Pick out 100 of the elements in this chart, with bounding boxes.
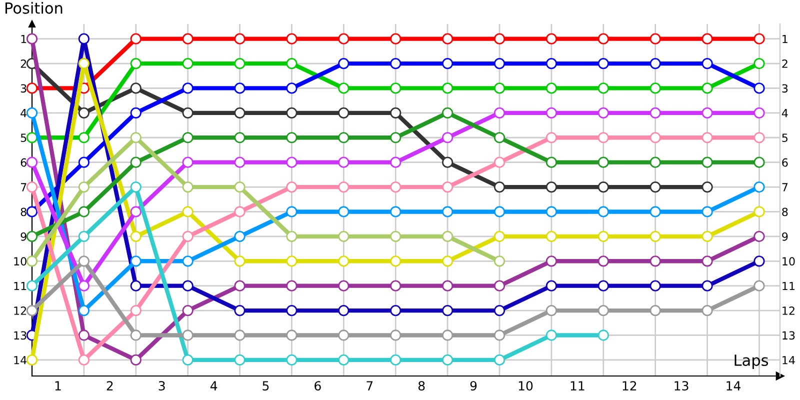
y2-tick-label: 1 [782,34,788,44]
point [650,181,661,193]
point [390,33,402,44]
point [546,256,557,267]
y-tick-label: 11 [14,282,26,290]
point [650,206,661,218]
point [494,82,506,94]
y-tick-label: 4 [20,109,27,118]
point [390,330,402,341]
x-tick-label: 1 [55,381,61,390]
point [494,330,506,341]
point [598,330,609,341]
y2-tick-label: 5 [782,134,788,142]
point [338,181,350,193]
x-tick-label: 9 [470,381,477,391]
point [26,230,38,242]
point [702,230,713,242]
point [182,280,194,292]
point [390,354,402,366]
point [390,82,402,94]
point [702,181,713,193]
point [390,181,402,193]
point [26,33,38,44]
point [546,304,557,316]
y2-tick-label: 9 [782,232,788,241]
point [286,330,298,341]
y-tick-label: 10 [14,257,26,266]
point [546,33,557,44]
point [598,58,609,70]
y2-tick-label: 8 [782,208,788,216]
point [78,280,90,292]
y-axis-title: Position [6,2,62,14]
point [26,181,38,193]
x-tick-label: 8 [418,381,425,391]
point [754,33,765,44]
point [754,256,765,267]
point [26,132,38,144]
point [494,354,506,366]
point [338,58,350,70]
point [442,58,454,70]
point [234,132,246,144]
point [78,206,90,218]
point [494,33,506,44]
point [130,256,142,267]
point [650,304,661,316]
point [234,181,246,193]
point [182,132,194,144]
point [286,33,298,44]
point [182,206,194,218]
y2-tick-label: 10 [782,257,795,266]
point [130,330,142,341]
point [78,304,90,316]
point [390,280,402,292]
point [494,132,506,144]
point [78,132,90,144]
point [286,156,298,168]
point [130,304,142,316]
point [130,107,142,118]
y-tick-label: 1 [21,34,26,44]
point [286,132,298,144]
point [130,206,142,218]
point [182,354,194,366]
point [442,304,454,316]
point [546,132,557,144]
point [78,33,90,44]
point [650,230,661,242]
point [494,107,506,118]
point [598,230,609,242]
point [338,256,350,267]
y2-tick-label: 11 [782,282,794,290]
point [390,304,402,316]
point [494,206,506,218]
y-tick-label: 14 [14,356,27,364]
point [702,304,713,316]
x-axis-title: Laps [734,354,768,369]
point [286,82,298,94]
point [78,230,90,242]
point [546,206,557,218]
point [650,82,661,94]
point [702,280,713,292]
point [650,280,661,292]
point [234,304,246,316]
point [598,156,609,168]
point [598,132,609,144]
point [546,181,557,193]
y-tick-label: 13 [14,331,26,340]
point [338,230,350,242]
point [78,256,90,267]
point [598,256,609,267]
point [442,230,454,242]
point [494,181,506,193]
point [494,156,506,168]
point [182,58,194,70]
point [598,304,609,316]
point [754,280,765,292]
point [442,132,454,144]
point [702,58,713,70]
point [182,33,194,44]
point [754,107,765,118]
y-tick-label: 12 [14,306,26,315]
